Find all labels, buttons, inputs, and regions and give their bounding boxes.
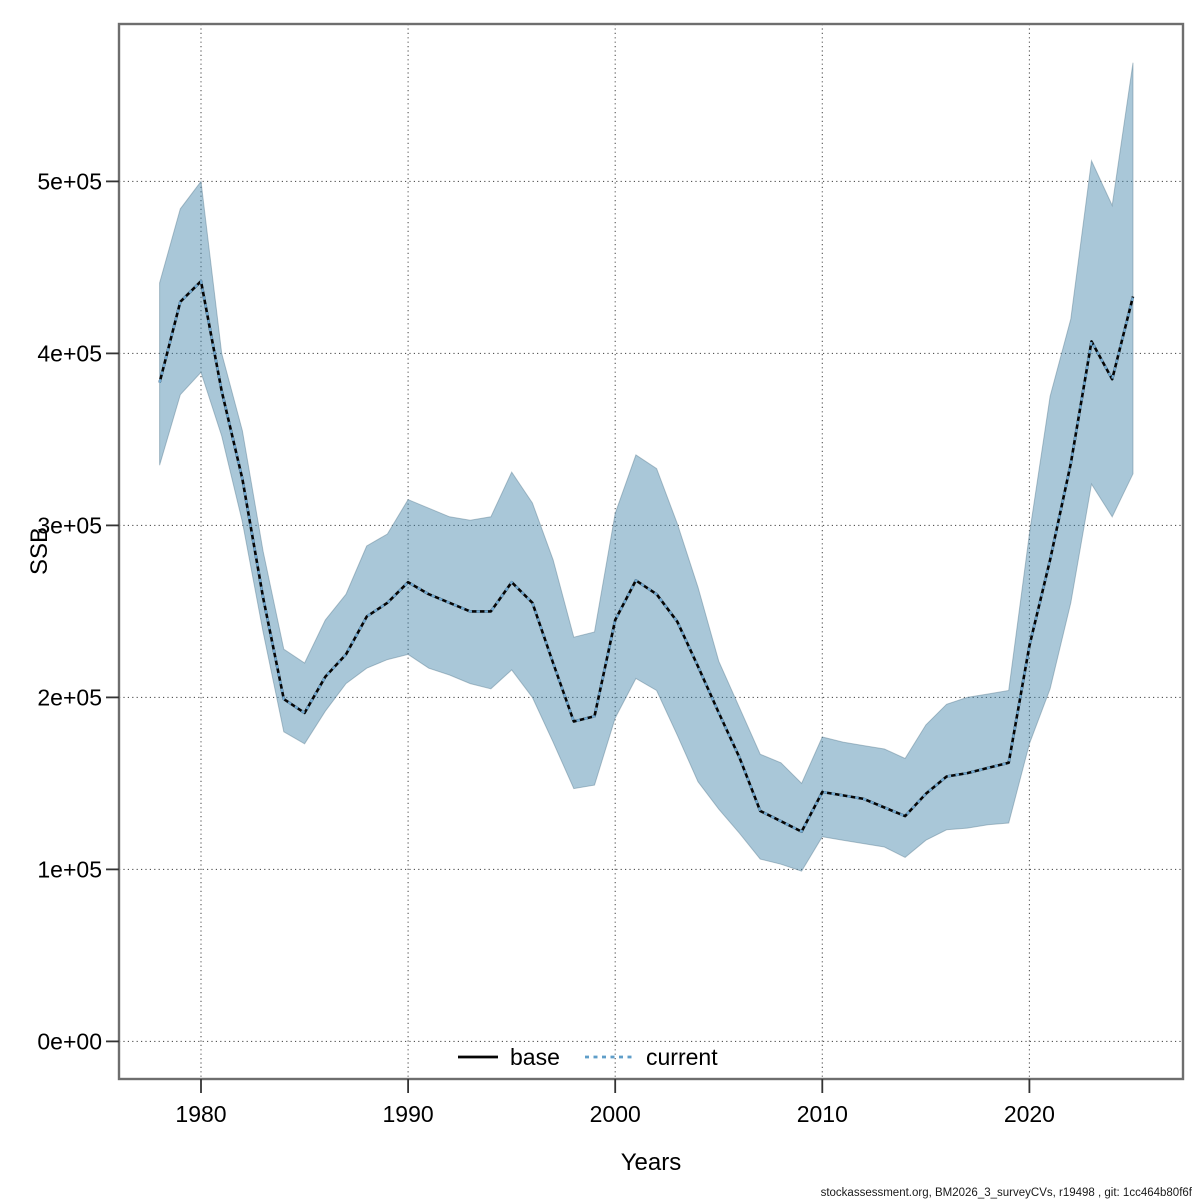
legend-base-label: base (510, 1044, 560, 1070)
legend: base current (458, 1044, 718, 1070)
y-tick-label: 3e+05 (37, 512, 102, 538)
x-axis-title: Years (621, 1149, 682, 1176)
footer-citation: stockassessment.org, BM2026_3_surveyCVs,… (821, 1187, 1193, 1199)
axis-ticks (106, 180, 1031, 1093)
plot-border (117, 22, 1185, 1081)
x-tick-label: 2020 (1004, 1101, 1055, 1127)
y-tick-label: 4e+05 (37, 340, 102, 366)
x-tick-label: 2000 (590, 1101, 641, 1127)
ribbon-area (159, 62, 1134, 872)
y-tick-label: 2e+05 (37, 684, 102, 710)
x-tick-label: 1990 (383, 1101, 434, 1127)
confidence-ribbon (159, 62, 1134, 872)
axis-tick-labels: 1980 1990 2000 2010 2020 0e+00 1e+05 2e+05 3e+05… (37, 168, 1055, 1127)
y-tick-label: 0e+00 (37, 1028, 102, 1054)
data-lines (158, 279, 1135, 833)
legend-current-label: current (646, 1044, 718, 1070)
x-tick-label: 1980 (175, 1101, 226, 1127)
y-axis-title: SSB (26, 527, 53, 575)
y-tick-label: 1e+05 (37, 856, 102, 882)
x-tick-label: 2010 (797, 1101, 848, 1127)
base-line (158, 279, 1135, 833)
y-tick-label: 5e+05 (37, 168, 102, 194)
